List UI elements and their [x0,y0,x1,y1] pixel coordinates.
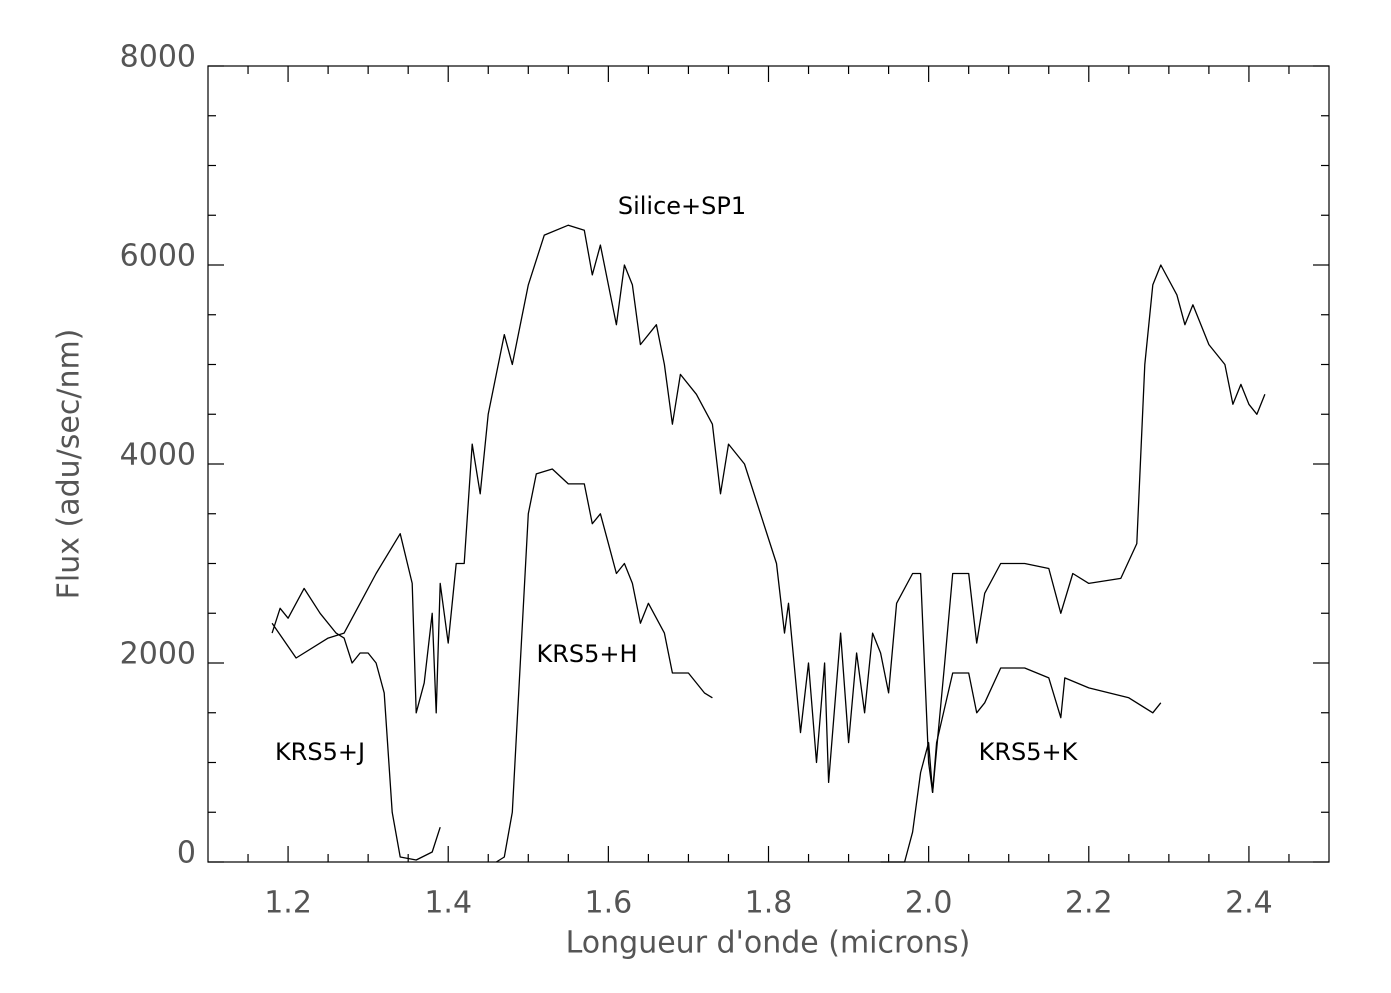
series-label: Silice+SP1 [618,192,746,220]
spectrum-line [880,667,1162,863]
spectrum-line [271,224,1266,794]
y-axis-label: Flux (adu/sec/nm) [52,329,87,600]
series-label: KRS5+J [275,738,365,766]
x-tick-label: 1.8 [745,886,793,921]
y-tick-label: 2000 [120,637,196,672]
spectrum-line [271,587,441,861]
x-tick-label: 1.4 [424,886,472,921]
x-tick-label: 2.4 [1225,886,1273,921]
y-tick-label: 4000 [120,438,196,473]
y-tick-label: 6000 [120,239,196,274]
series-label: KRS5+K [979,738,1079,766]
x-axis-label: Longueur d'onde (microns) [566,926,971,961]
x-tick-label: 2.0 [905,886,953,921]
x-tick-label: 1.2 [264,886,312,921]
plot-frame [207,65,1330,863]
y-tick-label: 8000 [120,40,196,75]
spectrum-line [495,468,713,863]
x-tick-label: 2.2 [1065,886,1113,921]
x-tick-label: 1.6 [584,886,632,921]
series-label: KRS5+H [536,640,637,668]
y-tick-label: 0 [177,836,196,871]
